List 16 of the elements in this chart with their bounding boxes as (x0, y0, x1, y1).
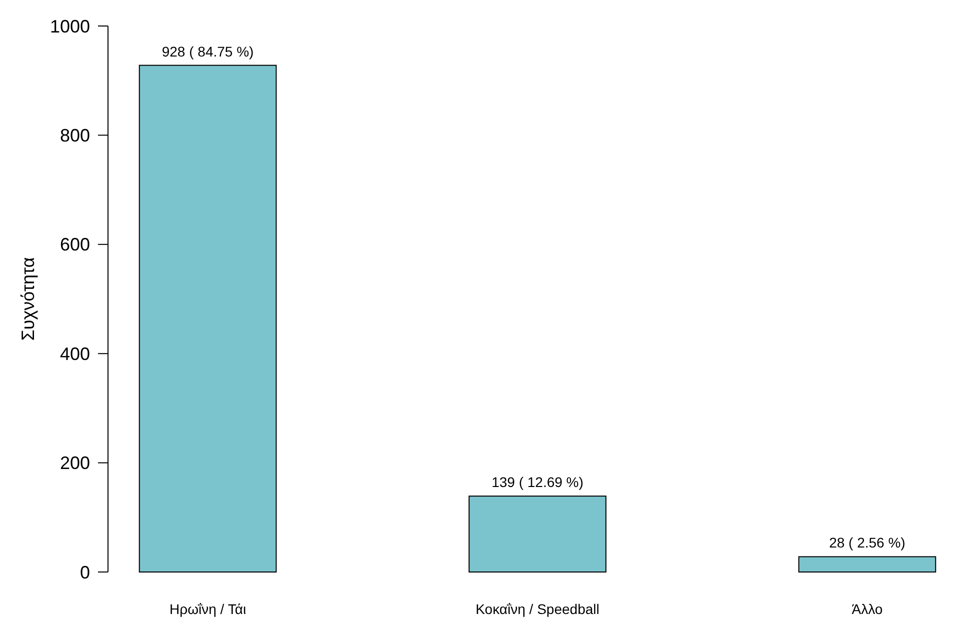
y-tick-label: 400 (60, 344, 90, 364)
x-tick-label: Άλλο (852, 601, 883, 617)
bar (798, 556, 936, 572)
x-tick-label: Ηρωΐνη / Τάι (170, 601, 246, 617)
y-tick-label: 0 (80, 562, 90, 582)
x-tick-label: Κοκαΐνη / Speedball (476, 601, 600, 617)
y-tick-label: 200 (60, 453, 90, 474)
y-tick-label: 1000 (50, 16, 90, 36)
bar (468, 496, 606, 572)
data-label: 139 ( 12.69 %) (492, 474, 584, 490)
y-tick-label: 800 (60, 126, 90, 146)
data-label: 28 ( 2.56 %) (829, 534, 906, 551)
bar (138, 64, 277, 572)
y-tick-label: 600 (60, 234, 90, 255)
data-label: 928 ( 84.75 %) (162, 43, 254, 60)
y-axis-title: Συχνότητα (18, 257, 38, 341)
